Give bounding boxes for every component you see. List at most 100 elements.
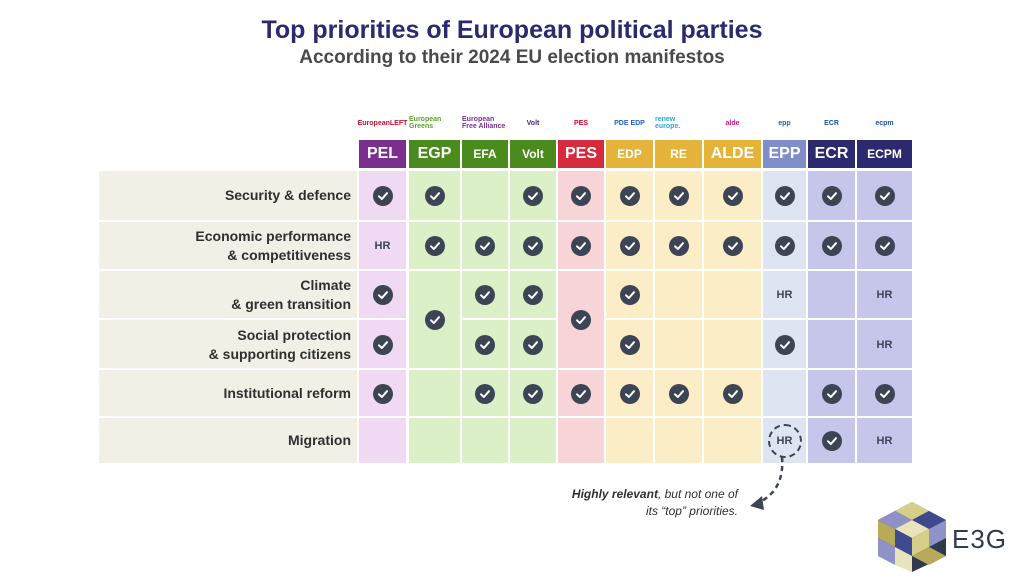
- check-icon: [523, 383, 543, 404]
- check-icon: [424, 310, 445, 330]
- column-header-pes: PES: [558, 140, 604, 168]
- check-icon: [571, 383, 591, 404]
- row-label-line: Social protection: [237, 326, 351, 343]
- check-icon: [424, 236, 445, 256]
- check-icon: [523, 236, 543, 256]
- party-logo-ecr: ECR: [824, 119, 839, 127]
- row-label-text: Institutional reform: [223, 384, 351, 403]
- check-icon: [372, 185, 393, 206]
- party-logo-epp: epp: [778, 119, 791, 127]
- check-icon: [821, 185, 842, 206]
- party-logo-volt: Volt: [526, 119, 540, 127]
- column-header-re: RE: [655, 140, 702, 168]
- highly-relevant-label: HR: [876, 289, 893, 301]
- check-icon: [874, 236, 895, 256]
- highly-relevant-label: HR: [374, 240, 391, 252]
- row-label: Institutional reform: [99, 370, 351, 417]
- row-label-text: Social protection & supporting citizens: [209, 326, 351, 364]
- party-logo-alde: alde: [725, 119, 740, 127]
- row-label-line: Security & defence: [224, 187, 351, 203]
- row-label-text: Economic performance & competitiveness: [195, 227, 351, 265]
- check-icon: [619, 185, 640, 206]
- row-label-line: & competitiveness: [227, 247, 351, 263]
- row-label: Social protection & supporting citizens: [99, 320, 351, 369]
- row-label-bg: [99, 171, 357, 220]
- row-label-line: & green transition: [231, 296, 351, 312]
- check-icon: [821, 383, 842, 404]
- check-icon: [372, 334, 393, 355]
- check-icon: [424, 185, 445, 206]
- check-icon: [774, 236, 795, 256]
- row-label-line: Migration: [288, 432, 351, 448]
- highly-relevant-label: HR: [876, 434, 893, 447]
- party-logo-ecpm: ecpm: [875, 119, 894, 127]
- column-bg-efa: [462, 171, 508, 463]
- column-bg-re: [655, 171, 702, 463]
- party-logo-edp: PDE EDP: [614, 119, 645, 127]
- row-label-line: Climate: [300, 277, 351, 293]
- row-divider: [99, 269, 912, 271]
- check-icon: [668, 236, 689, 256]
- check-icon: [475, 383, 495, 404]
- check-icon: [722, 236, 743, 256]
- party-logo-re: renew europe.: [655, 116, 681, 130]
- check-icon: [571, 310, 591, 330]
- row-label-bg: [99, 271, 357, 319]
- e3g-logo-icon: [878, 502, 946, 572]
- column-header-pel: PEL: [359, 140, 406, 168]
- check-icon: [668, 185, 689, 206]
- row-label-line: & supporting citizens: [208, 345, 351, 362]
- brand-name: E3G: [952, 524, 1008, 554]
- check-icon: [874, 383, 895, 404]
- column-bg-volt: [510, 171, 556, 463]
- check-icon: [722, 185, 743, 206]
- check-icon: [372, 383, 393, 404]
- row-label-bg: [99, 320, 357, 369]
- check-icon: [619, 236, 640, 256]
- column-header-ecr: ECR: [808, 140, 855, 168]
- check-icon: [668, 383, 689, 404]
- row-label: Climate & green transition: [99, 271, 351, 319]
- legend-note: Highly relevant, but not one of its “top…: [560, 486, 738, 520]
- column-header-efa: EFA: [462, 140, 508, 168]
- legend-note-rest: , but not one of its “top” priorities.: [645, 487, 738, 518]
- highly-relevant-label: HR: [876, 338, 893, 351]
- row-label-line: Institutional reform: [223, 385, 351, 401]
- check-icon: [774, 334, 795, 355]
- party-logo-efa: European Free Alliance: [462, 116, 506, 130]
- check-icon: [722, 383, 743, 404]
- row-divider: [99, 416, 912, 418]
- column-header-epp: EPP: [763, 140, 806, 168]
- check-icon: [523, 285, 543, 305]
- column-header-volt: Volt: [510, 140, 556, 168]
- column-bg-ecpm: [857, 171, 912, 463]
- row-label-bg: [99, 222, 357, 270]
- row-label: Migration: [99, 418, 351, 463]
- check-icon: [372, 285, 393, 305]
- column-header-alde: ALDE: [704, 140, 761, 168]
- column-header-egp: EGP: [409, 140, 460, 168]
- check-icon: [523, 185, 543, 206]
- column-bg-pel: [359, 171, 406, 463]
- row-label-bg: [99, 418, 357, 463]
- legend-note-bold: Highly relevant: [571, 487, 658, 501]
- check-icon: [874, 185, 895, 206]
- row-label-text: Migration: [288, 431, 351, 450]
- row-label: Economic performance & competitiveness: [99, 222, 351, 270]
- column-header-ecpm: ECPM: [857, 140, 912, 168]
- chart-title: Top priorities of European political par…: [261, 16, 763, 44]
- check-icon: [774, 185, 795, 206]
- check-icon: [523, 334, 543, 355]
- check-icon: [619, 383, 640, 404]
- column-bg-edp: [606, 171, 653, 463]
- row-label-text: Climate & green transition: [231, 276, 351, 314]
- party-logo-pes: PES: [573, 119, 588, 127]
- party-logo-egp: European Greens: [409, 116, 442, 130]
- check-icon: [475, 334, 495, 355]
- party-logo-pel: EuropeanLEFT: [357, 119, 408, 127]
- column-header-edp: EDP: [606, 140, 653, 168]
- chart-subtitle: According to their 2024 EU election mani…: [299, 47, 725, 68]
- column-bg-ecr: [808, 171, 855, 463]
- check-icon: [821, 236, 842, 256]
- row-divider: [99, 220, 912, 222]
